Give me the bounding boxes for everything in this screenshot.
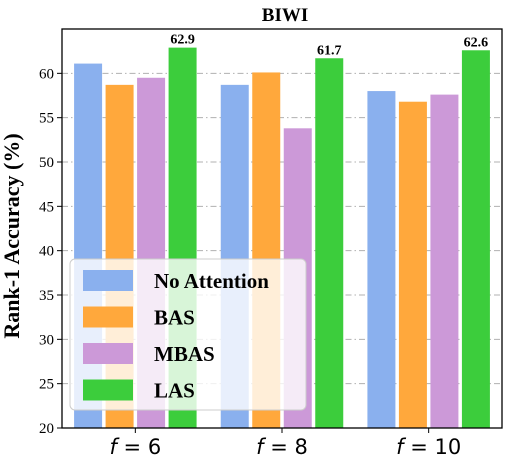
bar-las bbox=[461, 50, 490, 428]
legend-box bbox=[69, 258, 307, 411]
legend-swatch bbox=[83, 270, 133, 291]
legend: No Attention BAS MBAS LAS bbox=[69, 258, 307, 411]
bar-bas bbox=[398, 101, 427, 428]
bar-las bbox=[315, 58, 344, 428]
data-label: 62.9 bbox=[170, 33, 195, 48]
x-tick-value: = 8 bbox=[264, 435, 308, 455]
y-tick-label: 20 bbox=[39, 421, 54, 437]
data-label: 62.6 bbox=[464, 35, 489, 50]
x-tick-value: = 6 bbox=[117, 435, 161, 455]
legend-label: LAS bbox=[154, 379, 195, 403]
y-tick-label: 55 bbox=[39, 111, 54, 127]
x-tick-label: f = 6 bbox=[109, 435, 161, 455]
legend-swatch bbox=[83, 379, 133, 401]
x-tick-value: = 10 bbox=[404, 435, 462, 455]
x-tick-label: f = 10 bbox=[396, 435, 461, 455]
y-tick-label: 40 bbox=[39, 244, 54, 260]
x-tick-var: f bbox=[256, 435, 267, 455]
bar-mbas bbox=[430, 94, 459, 428]
legend-label: No Attention bbox=[154, 269, 269, 293]
chart-title: BIWI bbox=[262, 5, 308, 26]
y-tick-label: 35 bbox=[39, 288, 54, 304]
data-label: 61.7 bbox=[317, 43, 342, 58]
x-tick-var: f bbox=[396, 435, 407, 455]
y-tick-label: 45 bbox=[39, 199, 54, 215]
y-tick-label: 50 bbox=[39, 155, 54, 171]
legend-swatch bbox=[83, 343, 133, 364]
y-axis-label: Rank-1 Accuracy (%) bbox=[0, 133, 24, 338]
y-tick-label: 25 bbox=[39, 377, 54, 393]
x-tick-label: f = 8 bbox=[256, 435, 308, 455]
legend-label: BAS bbox=[154, 306, 195, 330]
y-tick-label: 60 bbox=[39, 66, 54, 82]
x-tick-var: f bbox=[109, 435, 120, 455]
legend-swatch bbox=[83, 306, 133, 328]
y-tick-label: 30 bbox=[39, 332, 54, 348]
bar-no-attention bbox=[367, 91, 396, 429]
data-labels: 62.9 61.7 62.6 bbox=[170, 33, 488, 59]
legend-label: MBAS bbox=[154, 342, 215, 366]
plot-frame bbox=[61, 28, 503, 429]
